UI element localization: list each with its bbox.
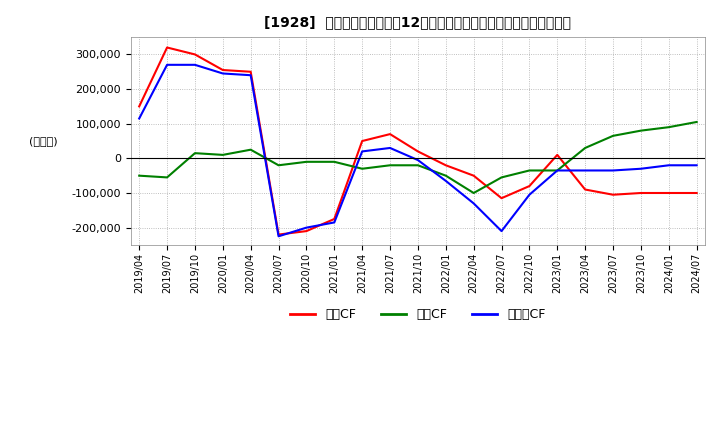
営業CF [358, 139, 366, 144]
営業CF [246, 69, 255, 74]
フリーCF [498, 228, 506, 234]
フリーCF [218, 71, 227, 76]
営業CF [553, 152, 562, 158]
投資CF [413, 163, 422, 168]
営業CF [693, 191, 701, 196]
投資CF [163, 175, 171, 180]
フリーCF [525, 192, 534, 198]
投資CF [274, 163, 283, 168]
営業CF [386, 132, 395, 137]
営業CF [608, 192, 617, 198]
営業CF [441, 163, 450, 168]
投資CF [636, 128, 645, 133]
フリーCF [469, 201, 478, 206]
Y-axis label: (百万円): (百万円) [30, 136, 58, 146]
営業CF [302, 228, 311, 234]
投資CF [191, 150, 199, 156]
Title: [1928]  キャッシュフローの12か月移動合計の対前年同期増減額の推移: [1928] キャッシュフローの12か月移動合計の対前年同期増減額の推移 [264, 15, 572, 29]
営業CF [330, 216, 338, 222]
営業CF [191, 52, 199, 57]
Line: 営業CF: 営業CF [139, 48, 697, 235]
投資CF [608, 133, 617, 139]
投資CF [218, 152, 227, 158]
営業CF [469, 173, 478, 178]
投資CF [246, 147, 255, 152]
投資CF [553, 168, 562, 173]
投資CF [386, 163, 395, 168]
フリーCF [330, 220, 338, 225]
フリーCF [636, 166, 645, 172]
営業CF [218, 67, 227, 73]
投資CF [498, 175, 506, 180]
フリーCF [608, 168, 617, 173]
フリーCF [246, 73, 255, 78]
投資CF [302, 159, 311, 165]
投資CF [581, 145, 590, 150]
営業CF [413, 149, 422, 154]
営業CF [498, 195, 506, 201]
フリーCF [665, 163, 673, 168]
フリーCF [302, 225, 311, 230]
フリーCF [163, 62, 171, 67]
投資CF [135, 173, 143, 178]
投資CF [441, 173, 450, 178]
フリーCF [441, 178, 450, 183]
フリーCF [135, 116, 143, 121]
Line: フリーCF: フリーCF [139, 65, 697, 236]
フリーCF [413, 158, 422, 163]
営業CF [274, 232, 283, 237]
営業CF [163, 45, 171, 50]
営業CF [581, 187, 590, 192]
投資CF [693, 119, 701, 125]
フリーCF [553, 168, 562, 173]
投資CF [525, 168, 534, 173]
フリーCF [358, 149, 366, 154]
営業CF [135, 104, 143, 109]
フリーCF [274, 234, 283, 239]
営業CF [525, 183, 534, 189]
投資CF [330, 159, 338, 165]
フリーCF [191, 62, 199, 67]
フリーCF [386, 145, 395, 150]
フリーCF [693, 163, 701, 168]
投資CF [469, 191, 478, 196]
Legend: 営業CF, 投資CF, フリーCF: 営業CF, 投資CF, フリーCF [285, 303, 551, 326]
フリーCF [581, 168, 590, 173]
Line: 投資CF: 投資CF [139, 122, 697, 193]
投資CF [665, 125, 673, 130]
営業CF [636, 191, 645, 196]
営業CF [665, 191, 673, 196]
投資CF [358, 166, 366, 172]
